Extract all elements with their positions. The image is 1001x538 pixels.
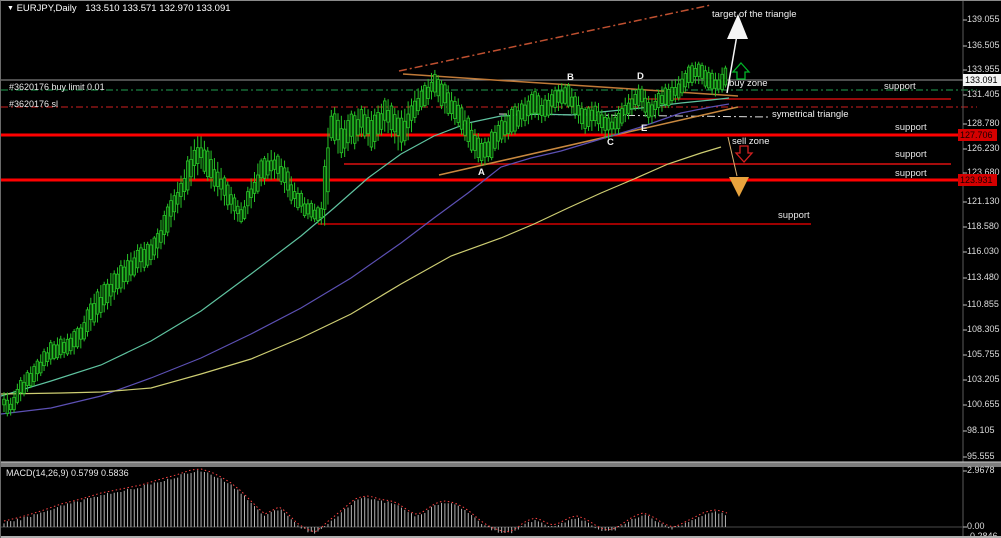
ohlc-values: 133.510 133.571 132.970 133.091 [85, 3, 231, 14]
support-label-4: support [895, 168, 927, 179]
price-axis-label: 139.055 [967, 14, 1000, 24]
triangle-apex-line[interactable] [498, 113, 770, 118]
symmetrical-triangle-label: symetrical triangle [772, 109, 849, 120]
target-of-triangle-label: target of the triangle [712, 9, 797, 20]
macd-indicator-label: MACD(14,26,9) 0.5799 0.5836 [6, 468, 129, 478]
wave-letter-a: A [478, 167, 485, 178]
price-axis-label: 133.955 [967, 64, 1000, 74]
sell-zone-pointer[interactable] [727, 136, 738, 177]
macd-signal-line [3, 468, 728, 533]
price-axis-label: 113.480 [967, 272, 999, 282]
target-arrow-icon[interactable] [727, 14, 748, 39]
symbol-dropdown-icon[interactable]: ▼ [7, 5, 14, 12]
price-axis-label: 136.505 [967, 40, 1000, 50]
chart-title: ▼ EURJPY,Daily 133.510 133.571 132.970 1… [7, 3, 231, 14]
sell-direction-arrow-icon[interactable] [729, 177, 749, 197]
price-axis-label: 103.205 [967, 374, 1000, 384]
price-axis-label: 123.680 [967, 167, 1000, 177]
support-label-3: support [895, 149, 927, 160]
macd-axis-label: 0.00 [967, 521, 985, 531]
window-bottom-frame [1, 536, 1001, 538]
stop-loss-order-label[interactable]: #3620176 sl [9, 99, 59, 109]
wave-letter-b: B [567, 72, 574, 83]
macd-histogram [3, 470, 726, 534]
price-axis-label: 100.655 [967, 399, 1000, 409]
candles [2, 61, 728, 417]
support-label-2: support [895, 122, 927, 133]
macd-axis-label: 2.9678 [967, 465, 995, 475]
price-axis-label: 108.305 [967, 324, 1000, 334]
price-axis-label: 95.555 [967, 451, 995, 461]
target-projection-line[interactable] [398, 4, 712, 72]
target-arrow-tail[interactable] [726, 34, 738, 94]
buy-zone-up-arrow-icon[interactable] [731, 62, 751, 80]
price-axis-label: 128.780 [967, 118, 1000, 128]
price-axis-label: 131.405 [967, 89, 1000, 99]
ma-fast-line [1, 97, 730, 397]
triangle-lower-trendline[interactable] [438, 106, 739, 176]
panel-separator[interactable] [1, 462, 1001, 467]
sell-zone-down-arrow-icon[interactable] [734, 145, 754, 163]
price-axis-label: 105.755 [967, 349, 1000, 359]
ma-mid-line [1, 103, 730, 415]
wave-letter-e: E [641, 123, 648, 134]
price-axis-label: 121.130 [967, 196, 1000, 206]
price-axis-label: 126.230 [967, 143, 1000, 153]
price-axis-label: 118.580 [967, 221, 999, 231]
support-label-1: support [884, 81, 916, 92]
symbol-timeframe-label: EURJPY,Daily [16, 3, 77, 14]
ma-slow-line [1, 146, 722, 395]
support-label-5: support [778, 210, 810, 221]
order-price-box-2: 123.931 [958, 174, 997, 186]
order-price-box-1: 127.706 [958, 129, 997, 141]
current-price-box: 133.091 [963, 74, 1001, 86]
wave-letter-d: D [637, 71, 644, 82]
price-axis-label: 98.105 [967, 425, 995, 435]
buy-limit-order-label[interactable]: #3620176 buy limit 0.01 [9, 82, 105, 92]
macd-axis-label: -0.2846 [967, 531, 998, 538]
buy-zone-label: buy zone [729, 78, 768, 89]
wave-letter-c: C [607, 137, 614, 148]
sell-zone-label: sell zone [732, 136, 770, 147]
price-axis-label: 116.030 [967, 246, 999, 256]
price-axis-label: 110.855 [967, 299, 999, 309]
